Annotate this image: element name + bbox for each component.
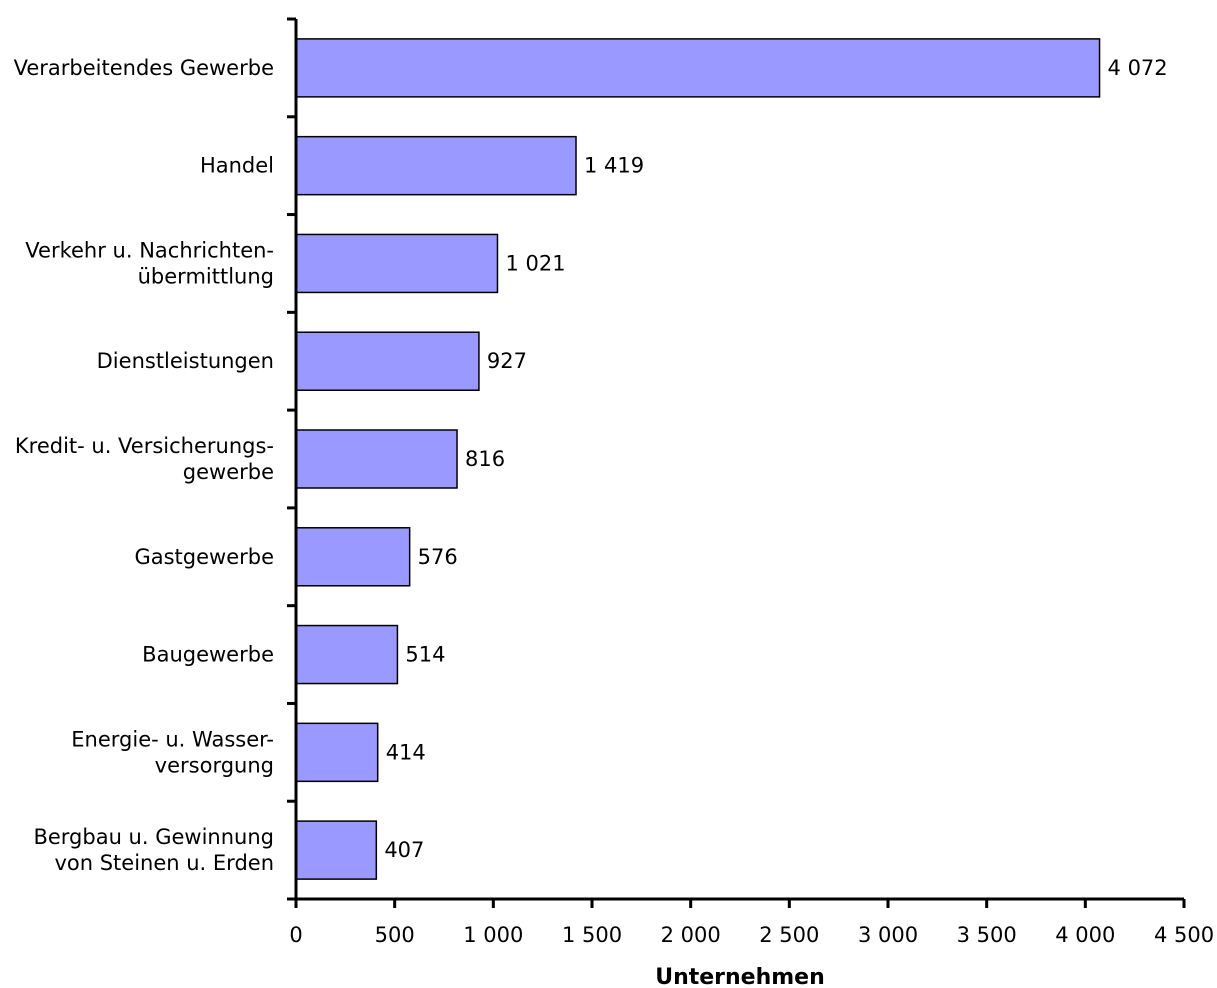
x-tick-label: 2 000 <box>661 923 721 947</box>
category-labels-group: Verarbeitendes Gewerbe Handel Verkehr u. N… <box>14 56 274 875</box>
bar-value-label: 927 <box>487 349 527 373</box>
category-label: Bergbau u. Gewinnung von Steinen u. Erden <box>33 825 274 875</box>
category-label-line: Gastgewerbe <box>134 545 274 569</box>
bar <box>295 722 379 783</box>
bar <box>295 527 411 587</box>
ticks-group: 0 500 1 000 1 500 2 000 2 500 3 000 3 500 4 000 4… <box>287 17 1214 947</box>
category-label: Baugewerbe <box>142 643 274 667</box>
category-label-line: Verarbeitendes Gewerbe <box>14 56 274 80</box>
bar <box>295 820 378 880</box>
category-label: Verarbeitendes Gewerbe <box>14 56 274 80</box>
category-label-line: versorgung <box>155 753 274 777</box>
value-labels-group: 4 072 1 419 1 021 927 816 576 514 414 407 <box>384 56 1167 862</box>
x-tick-label: 4 500 <box>1154 923 1214 947</box>
x-tick-label: 1 500 <box>562 923 622 947</box>
bars-group <box>295 38 1101 880</box>
x-tick-label: 1 000 <box>463 923 523 947</box>
category-label: Energie- u. Wasser-versorgung <box>71 727 274 777</box>
category-label-line: Verkehr u. Nachrichten- <box>25 238 274 262</box>
category-label: Kredit- u. Versicherungs-gewerbe <box>15 434 274 484</box>
category-label-line: Handel <box>200 154 274 178</box>
bar <box>295 624 399 685</box>
category-label-line: Baugewerbe <box>142 643 274 667</box>
x-tick-label: 0 <box>289 923 302 947</box>
bar-value-label: 407 <box>384 838 424 862</box>
bar-value-label: 1 419 <box>584 154 644 178</box>
category-label: Verkehr u. Nachrichten-übermittlung <box>25 238 274 288</box>
bar <box>295 331 480 391</box>
bar-value-label: 4 072 <box>1108 56 1168 80</box>
bar-value-label: 514 <box>405 643 445 667</box>
bar <box>295 429 458 489</box>
bar-value-label: 816 <box>465 447 505 471</box>
category-label-line: Kredit- u. Versicherungs- <box>15 434 274 458</box>
bar-value-label: 414 <box>386 740 426 764</box>
category-label-line: übermittlung <box>138 264 274 288</box>
category-label-line: Dienstleistungen <box>97 349 274 373</box>
category-label-line: Energie- u. Wasser- <box>71 727 274 751</box>
x-tick-label: 2 500 <box>759 923 819 947</box>
category-label-line: gewerbe <box>183 460 274 484</box>
bar <box>295 135 577 196</box>
x-tick-label: 4 000 <box>1055 923 1115 947</box>
bar-value-label: 1 021 <box>505 251 565 275</box>
x-tick-label: 500 <box>375 923 415 947</box>
category-label-line: von Steinen u. Erden <box>54 851 274 875</box>
x-tick-label: 3 000 <box>858 923 918 947</box>
x-tick-label: 3 500 <box>957 923 1017 947</box>
category-label: Gastgewerbe <box>134 545 274 569</box>
category-label: Handel <box>200 154 274 178</box>
bar <box>295 233 499 294</box>
x-axis-title: Unternehmen <box>655 965 825 988</box>
category-label-line: Bergbau u. Gewinnung <box>33 825 274 849</box>
axes-group <box>294 19 1184 901</box>
category-label: Dienstleistungen <box>97 349 274 373</box>
bar <box>295 38 1101 98</box>
bar-value-label: 576 <box>418 545 458 569</box>
